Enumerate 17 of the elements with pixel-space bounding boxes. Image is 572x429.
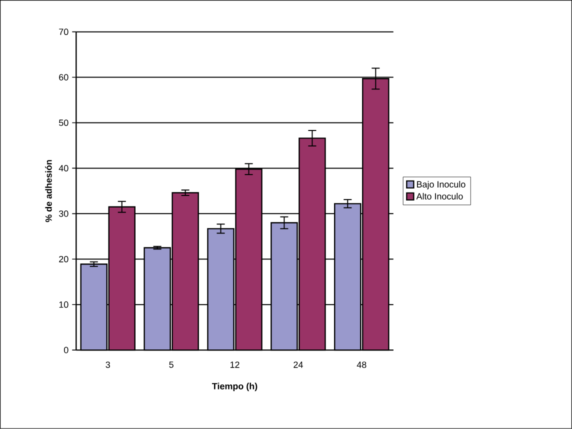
x-tick-label: 5 — [169, 362, 174, 368]
y-tick-label: 30 — [58, 210, 68, 217]
y-tick-label: 40 — [58, 165, 68, 172]
x-tick-label: 48 — [356, 362, 366, 368]
legend-label: Bajo Inoculo — [417, 180, 466, 190]
y-tick-label: 70 — [59, 28, 68, 36]
y-tick-label: 60 — [59, 74, 68, 81]
y-tick-label: 50 — [59, 120, 68, 126]
y-tick-label: 10 — [59, 301, 68, 308]
y-tick-label: 0 — [64, 346, 68, 354]
x-tick-label: 3 — [106, 362, 110, 368]
y-axis-title: % de adhesión — [45, 160, 52, 222]
x-axis-title: Tiempo (h) — [212, 382, 258, 392]
x-tick-label: 12 — [230, 362, 240, 368]
y-tick-label: 20 — [59, 256, 68, 262]
legend-label: Alto Inoculo — [416, 192, 463, 200]
x-tick-label: 24 — [294, 362, 303, 368]
